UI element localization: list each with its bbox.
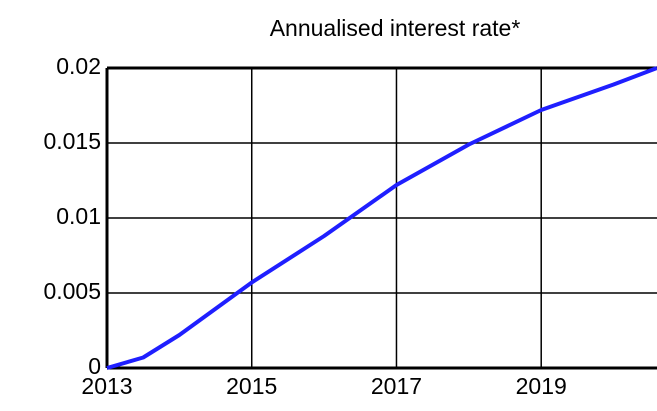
x-tick-label: 2015 (226, 373, 277, 399)
data-line (106, 66, 657, 370)
y-tick-label: 0 (88, 353, 101, 379)
y-tick-label: 0.02 (56, 53, 101, 79)
y-tick-label: 0.005 (43, 278, 101, 304)
y-tick-label: 0.01 (56, 203, 101, 229)
x-tick-label: 2013 (81, 373, 132, 399)
chart-title: Annualised interest rate* (270, 15, 521, 41)
y-tick-label: 0.015 (43, 128, 101, 154)
x-tick-label: 2019 (516, 373, 567, 399)
x-tick-label: 2017 (371, 373, 422, 399)
